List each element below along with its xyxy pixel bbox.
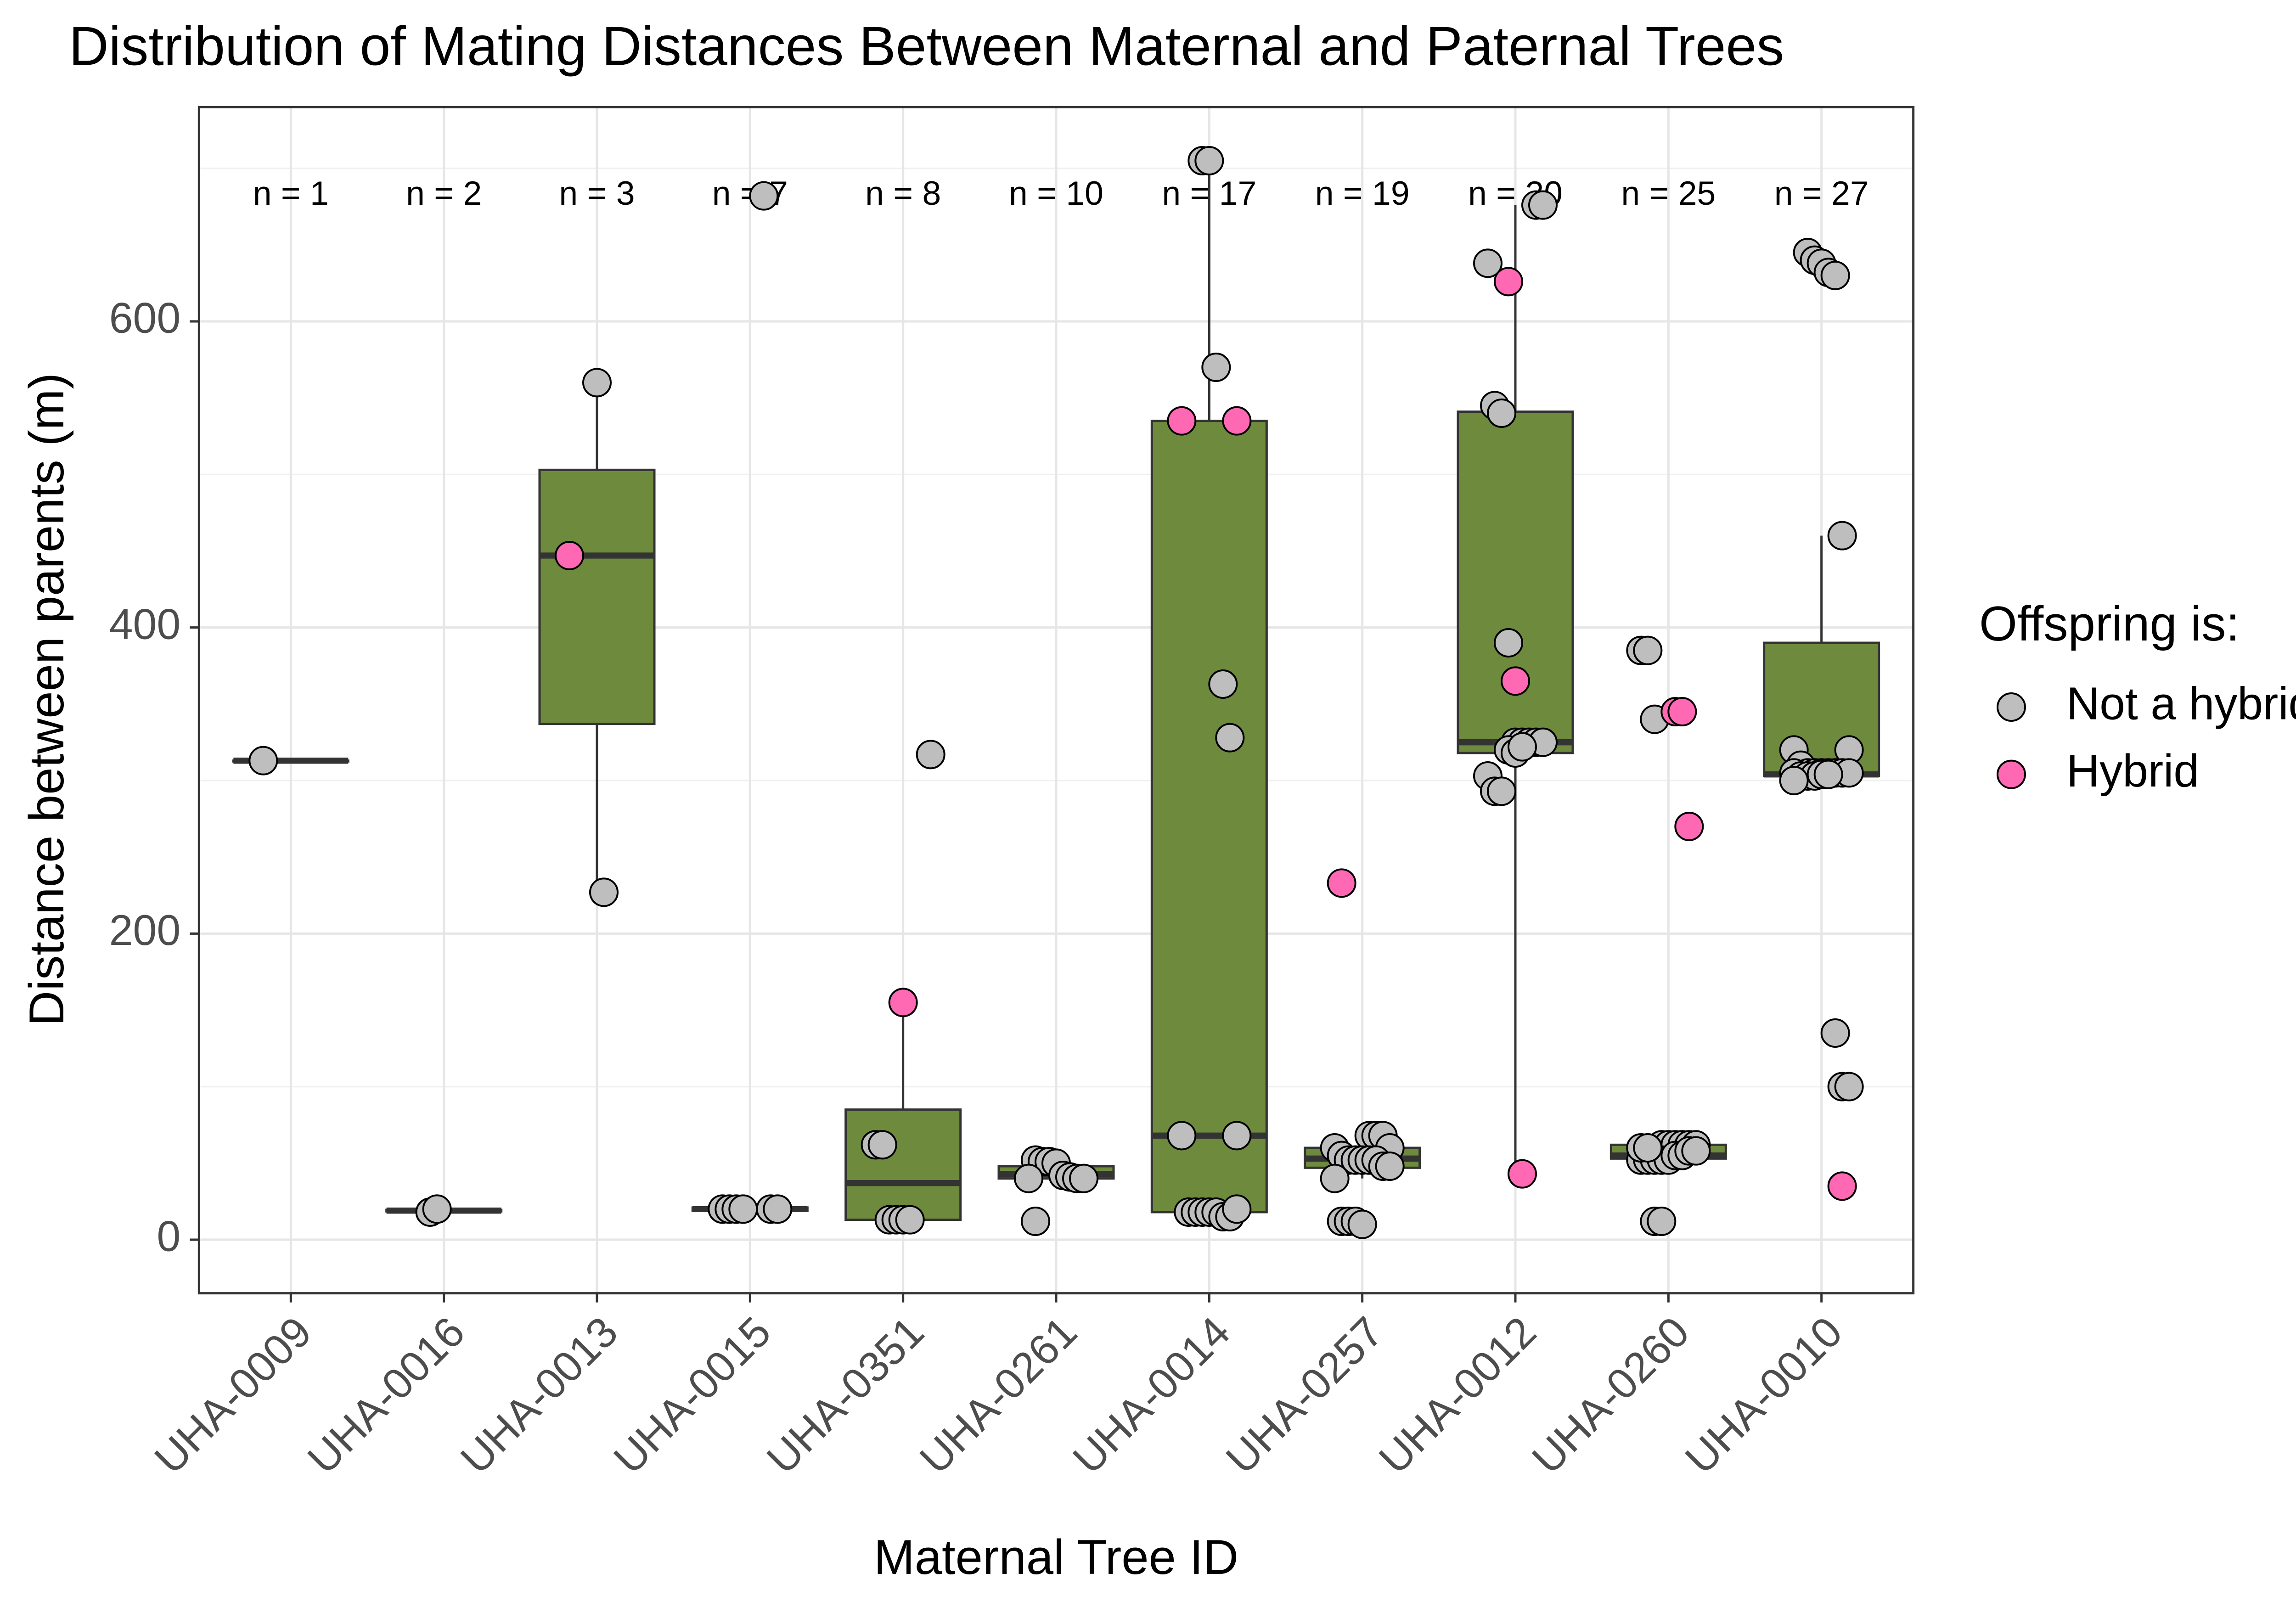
point xyxy=(1021,1207,1050,1236)
legend-marker xyxy=(1997,692,2026,722)
y-tick-label: 200 xyxy=(109,906,181,954)
point xyxy=(1674,812,1704,841)
n-label: n = 27 xyxy=(1774,174,1869,212)
point xyxy=(888,988,918,1017)
point xyxy=(1327,868,1356,898)
point xyxy=(555,541,584,570)
point xyxy=(1834,1072,1864,1101)
point xyxy=(1508,732,1537,762)
point xyxy=(1681,1136,1711,1166)
n-label: n = 10 xyxy=(1009,174,1103,212)
point xyxy=(1347,1209,1377,1239)
point xyxy=(1820,1018,1850,1048)
point xyxy=(1375,1152,1405,1181)
n-label: n = 3 xyxy=(559,174,635,212)
point xyxy=(1813,759,1843,789)
point xyxy=(1194,146,1224,175)
point xyxy=(1633,635,1663,665)
y-tick-label: 0 xyxy=(157,1213,180,1260)
n-label: n = 8 xyxy=(865,174,941,212)
point xyxy=(1473,248,1503,278)
legend-title: Offspring is: xyxy=(1979,596,2240,651)
point xyxy=(248,746,278,775)
box xyxy=(538,468,656,725)
x-axis-label: Maternal Tree ID xyxy=(874,1529,1238,1585)
point xyxy=(1167,1121,1197,1151)
box xyxy=(1150,420,1268,1214)
n-label: n = 25 xyxy=(1621,174,1716,212)
point xyxy=(582,368,612,398)
point xyxy=(1827,521,1857,551)
legend-label: Hybrid xyxy=(2066,745,2199,797)
point xyxy=(1320,1163,1350,1193)
point xyxy=(895,1205,925,1235)
y-axis-label: Distance between parents (m) xyxy=(19,373,74,1026)
point xyxy=(1779,766,1809,795)
point xyxy=(1667,697,1697,726)
point xyxy=(763,1194,793,1224)
point xyxy=(916,740,945,770)
point xyxy=(1508,1159,1537,1189)
point xyxy=(1487,399,1516,428)
point xyxy=(1069,1163,1098,1193)
point xyxy=(1215,723,1245,753)
legend-label: Not a hybrid xyxy=(2066,678,2296,729)
y-tick-label: 400 xyxy=(109,600,181,648)
box xyxy=(1457,410,1574,754)
n-label: n = 2 xyxy=(406,174,482,212)
point xyxy=(1222,1194,1252,1224)
y-tick-label: 600 xyxy=(109,294,181,342)
legend-marker xyxy=(1997,759,2026,789)
point xyxy=(1014,1163,1043,1193)
point xyxy=(749,181,779,211)
point xyxy=(1494,267,1523,297)
point xyxy=(1820,261,1850,290)
n-label: n = 1 xyxy=(253,174,329,212)
point xyxy=(728,1194,758,1224)
point xyxy=(1827,1171,1857,1201)
point xyxy=(1494,628,1523,657)
plot-border xyxy=(197,106,1915,1295)
point xyxy=(1528,190,1558,220)
point xyxy=(422,1194,452,1224)
point xyxy=(1222,1121,1252,1151)
box xyxy=(844,1108,962,1221)
point xyxy=(1647,1207,1677,1236)
point xyxy=(867,1130,897,1160)
point xyxy=(1201,353,1231,382)
n-label: n = 19 xyxy=(1315,174,1410,212)
point xyxy=(1208,669,1238,699)
point xyxy=(1633,1133,1663,1163)
point xyxy=(1167,406,1197,436)
point xyxy=(589,877,619,907)
chart-title: Distribution of Mating Distances Between… xyxy=(69,16,1784,77)
point xyxy=(1501,666,1530,696)
point xyxy=(1222,406,1252,436)
point xyxy=(1487,776,1516,806)
